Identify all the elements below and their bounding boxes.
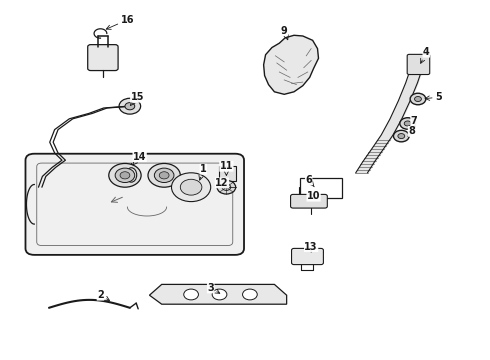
FancyBboxPatch shape — [25, 154, 244, 255]
Ellipse shape — [126, 168, 137, 182]
Circle shape — [180, 179, 202, 195]
Circle shape — [400, 118, 416, 129]
Circle shape — [159, 172, 169, 179]
Text: 2: 2 — [97, 290, 109, 301]
Circle shape — [184, 289, 198, 300]
Text: 4: 4 — [420, 47, 430, 63]
Text: 16: 16 — [106, 15, 134, 30]
Text: 3: 3 — [207, 283, 220, 293]
Text: 14: 14 — [133, 152, 147, 165]
Text: 15: 15 — [130, 92, 144, 105]
Circle shape — [393, 130, 409, 142]
Text: 7: 7 — [411, 116, 417, 126]
Text: 5: 5 — [425, 92, 442, 102]
Circle shape — [148, 163, 180, 187]
Circle shape — [125, 103, 135, 110]
Circle shape — [217, 180, 236, 194]
Circle shape — [222, 184, 231, 190]
Polygon shape — [264, 35, 318, 94]
Text: 9: 9 — [281, 26, 288, 40]
Text: 12: 12 — [215, 178, 229, 188]
Circle shape — [154, 168, 174, 183]
Circle shape — [120, 172, 130, 179]
FancyBboxPatch shape — [88, 45, 118, 71]
Text: 10: 10 — [307, 191, 320, 201]
Circle shape — [109, 163, 141, 187]
FancyBboxPatch shape — [407, 54, 430, 75]
Circle shape — [115, 168, 135, 183]
Circle shape — [119, 98, 141, 114]
Text: 1: 1 — [199, 164, 207, 180]
Circle shape — [410, 93, 426, 105]
Circle shape — [212, 289, 227, 300]
Text: 8: 8 — [408, 126, 415, 136]
Text: 11: 11 — [220, 161, 233, 175]
Text: 13: 13 — [304, 242, 318, 252]
FancyBboxPatch shape — [219, 166, 236, 181]
Circle shape — [243, 289, 257, 300]
Circle shape — [398, 134, 405, 139]
FancyBboxPatch shape — [292, 248, 323, 265]
Circle shape — [404, 121, 411, 126]
Circle shape — [172, 173, 211, 202]
Text: 6: 6 — [305, 175, 314, 187]
Circle shape — [415, 96, 421, 102]
FancyBboxPatch shape — [291, 194, 327, 208]
Polygon shape — [149, 284, 287, 304]
